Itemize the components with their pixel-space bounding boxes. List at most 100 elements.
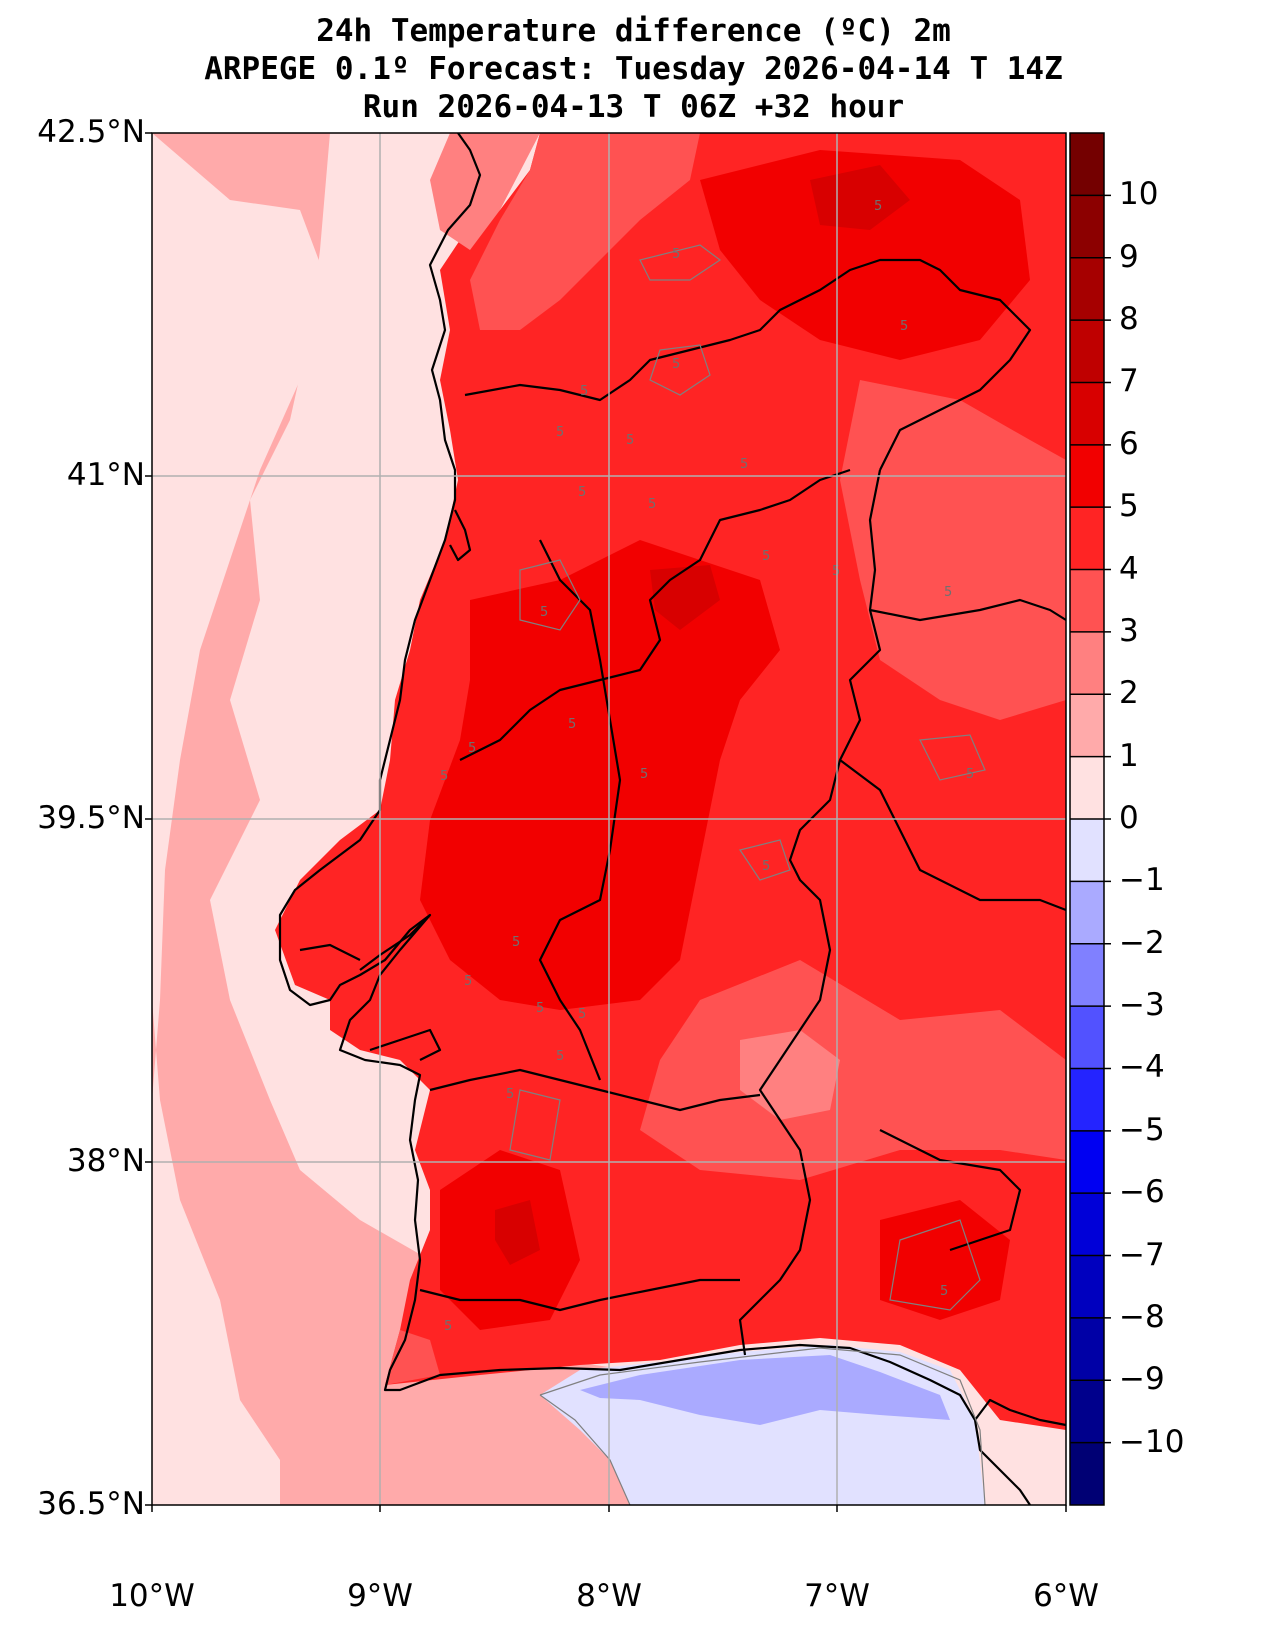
colorbar-tick-label: −8 xyxy=(1119,1298,1165,1335)
colorbar-tick-label: −2 xyxy=(1119,924,1165,961)
region-border-tagus xyxy=(459,468,851,761)
colorbar-segment xyxy=(1070,631,1104,695)
colorbar-tick-label: 0 xyxy=(1119,800,1139,836)
contour-label: 5 xyxy=(568,717,576,732)
contour-label: 5 xyxy=(626,433,634,448)
lon-label-7w: 7°W xyxy=(804,1578,870,1614)
contour-line xyxy=(739,839,791,881)
sado-estuary xyxy=(369,1028,442,1061)
contour-line xyxy=(919,734,986,781)
contour-label: 5 xyxy=(940,1284,948,1299)
colorbar-segment xyxy=(1070,382,1104,446)
colorbar-segment xyxy=(1070,1193,1104,1257)
contour-label: 5 xyxy=(556,1049,564,1064)
colorbar-segment xyxy=(1070,819,1104,882)
contour-label: 5 xyxy=(536,1001,544,1016)
spain-internal-border-east xyxy=(839,598,1066,1252)
colorbar-tick-label: −10 xyxy=(1119,1423,1185,1460)
colorbar-segment xyxy=(1070,694,1104,758)
colorbar-segment xyxy=(1070,320,1104,383)
colorbar-segment xyxy=(1070,756,1104,820)
lon-label-9w: 9°W xyxy=(347,1578,413,1614)
contour-label: 5 xyxy=(556,425,564,440)
cooler-zone-south-interior xyxy=(640,960,1066,1180)
contour-line xyxy=(539,1347,986,1505)
contour-label: 5 xyxy=(874,199,882,214)
contour-label: 5 xyxy=(540,605,548,620)
contour-line xyxy=(639,244,722,281)
contour-label: 5 xyxy=(580,384,588,399)
contour-label: 5 xyxy=(506,1087,514,1102)
colorbar-segment xyxy=(1070,444,1104,508)
spain-portugal-border-north xyxy=(464,258,1032,471)
lat-label-38n: 38°N xyxy=(66,1143,145,1179)
lat-label-36-5n: 36.5°N xyxy=(37,1486,145,1522)
contour-label: 5 xyxy=(832,564,840,579)
contour-label: 5 xyxy=(762,859,770,874)
hot-zone-north xyxy=(700,150,1030,360)
contour-label: 5 xyxy=(578,1007,586,1022)
colorbar-tick-label: −1 xyxy=(1119,862,1165,899)
chart-title-line1: 24h Temperature difference (ºC) 2m xyxy=(316,13,951,49)
colorbar-segment xyxy=(1070,943,1104,1007)
lon-label-10w: 10°W xyxy=(109,1578,195,1614)
colorbar-tick-label: 10 xyxy=(1119,176,1159,213)
colorbar-tick-label: 2 xyxy=(1119,675,1139,712)
colorbar-tick-label: 6 xyxy=(1119,425,1139,462)
colorbar-segment xyxy=(1070,881,1104,945)
lat-label-41n: 41°N xyxy=(66,457,145,493)
colorbar xyxy=(1069,132,1111,1506)
colorbar-segment xyxy=(1070,1317,1104,1381)
region-border-alentejo xyxy=(429,1068,761,1112)
cooler-zone-northwest xyxy=(470,133,700,330)
colorbar-tick-label: 5 xyxy=(1119,488,1139,525)
colorbar-tick-label: −6 xyxy=(1119,1174,1165,1211)
colorbar-tick-label: 1 xyxy=(1119,737,1139,774)
colorbar-segment xyxy=(1070,195,1104,259)
tagus-estuary xyxy=(299,914,431,971)
contour-label: 5 xyxy=(672,357,680,372)
colorbar-tick-label: 8 xyxy=(1119,301,1139,338)
chart-title-line2: ARPEGE 0.1º Forecast: Tuesday 2026-04-14… xyxy=(204,51,1063,87)
cooler-zone-east xyxy=(840,380,1066,720)
region-border-central xyxy=(538,539,622,1081)
contour-line xyxy=(509,1089,561,1161)
colorbar-segment xyxy=(1070,1006,1104,1069)
colorbar-segment xyxy=(1070,507,1104,571)
contour-label: 5 xyxy=(464,974,472,989)
colorbar-segment xyxy=(1070,1380,1104,1444)
contour-line xyxy=(889,1219,981,1311)
axis-ticks xyxy=(145,132,1067,1512)
colorbar-tick-label: −3 xyxy=(1119,987,1165,1024)
lat-label-42-5n: 42.5°N xyxy=(37,114,145,150)
colorbar-segment xyxy=(1070,569,1104,633)
contour-label: 5 xyxy=(578,485,586,500)
hot-zone-central xyxy=(420,540,780,1010)
lon-label-8w: 8°W xyxy=(576,1578,642,1614)
colorbar-segment xyxy=(1070,1130,1104,1194)
contour-label: 5 xyxy=(512,935,520,950)
colorbar-tick-label: 3 xyxy=(1119,612,1139,649)
chart-title-line3: Run 2026-04-13 T 06Z +32 hour xyxy=(362,89,905,125)
colorbar-tick-label: −7 xyxy=(1119,1236,1165,1273)
spain-portugal-border-east xyxy=(738,469,882,1356)
hot-zone-southeast xyxy=(880,1200,1010,1320)
colorbar-tick-label: 4 xyxy=(1119,550,1139,587)
contour-label: 5 xyxy=(944,585,952,600)
lat-lon-grid xyxy=(152,133,1066,1505)
ria-aveiro xyxy=(449,509,472,562)
colorbar-segment xyxy=(1070,1442,1104,1506)
colorbar-tick-label: −5 xyxy=(1119,1111,1165,1148)
contour-line xyxy=(649,344,711,396)
contour-label: 5 xyxy=(440,769,448,784)
lon-label-6w: 6°W xyxy=(1033,1578,1099,1614)
contour-line xyxy=(519,559,581,631)
contour-label: 5 xyxy=(640,767,648,782)
colorbar-segment xyxy=(1070,1255,1104,1319)
colorbar-tick-label: −9 xyxy=(1119,1361,1165,1398)
contour-label: 5 xyxy=(444,1319,452,1334)
contour-label: 5 xyxy=(966,767,974,782)
colorbar-tick-label: 9 xyxy=(1119,238,1139,275)
colorbar-segment xyxy=(1070,133,1104,196)
